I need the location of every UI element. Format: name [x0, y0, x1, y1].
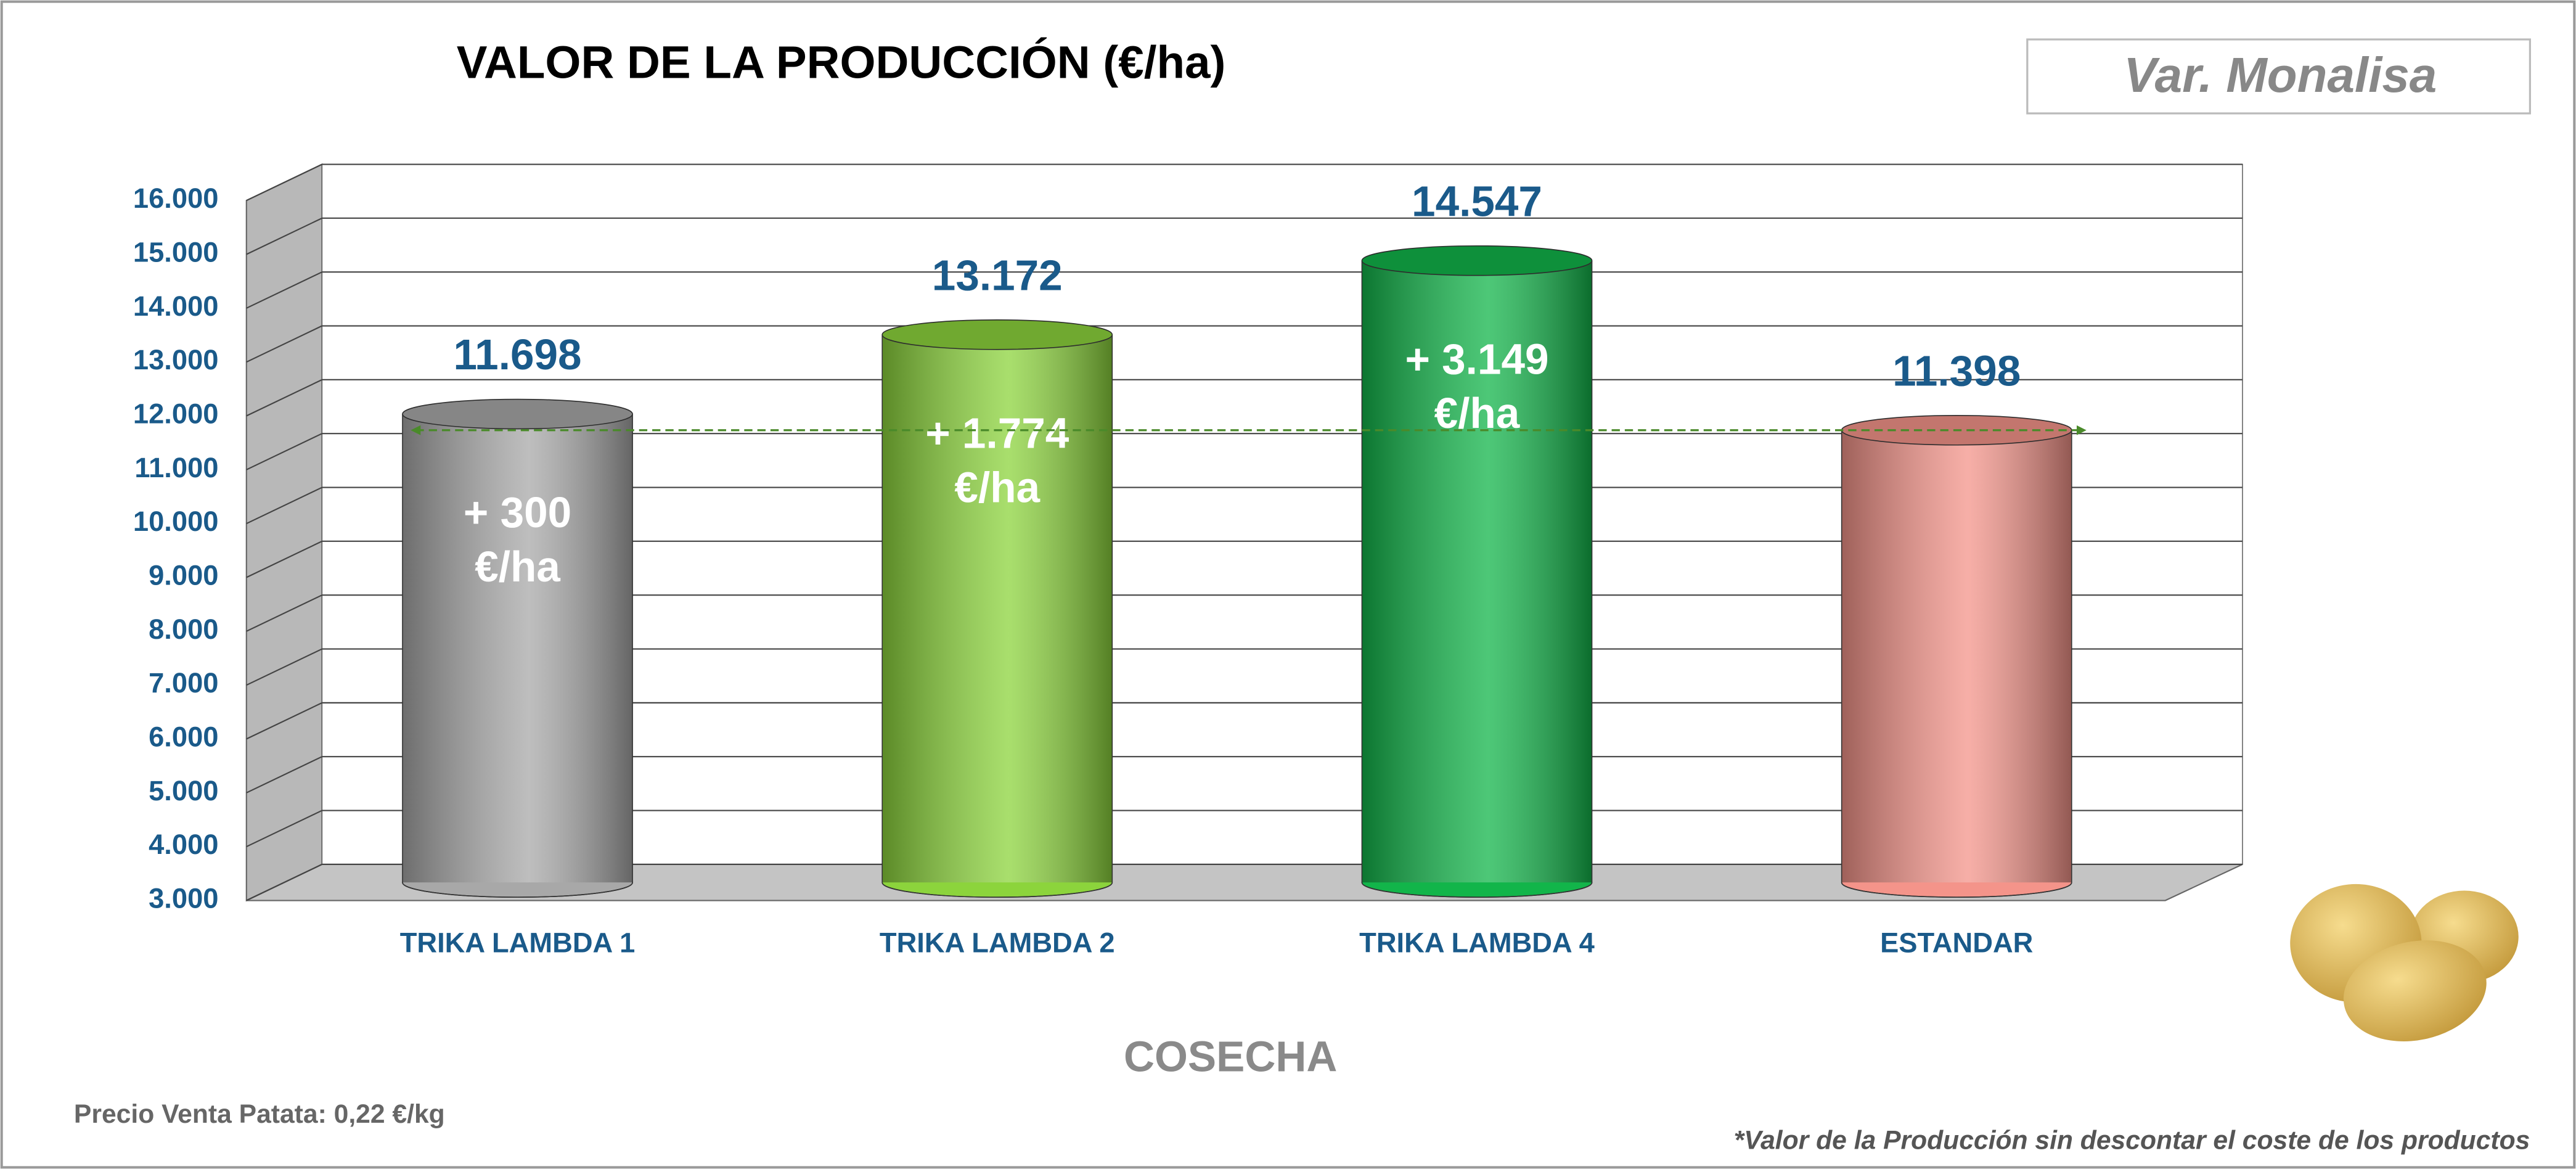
cylinder-top-shade: [882, 320, 1112, 350]
bar-shade: [403, 414, 632, 883]
bar-shade: [1842, 430, 2072, 882]
y-tick-label: 7.000: [149, 667, 218, 699]
y-tick-label: 12.000: [133, 398, 219, 429]
y-tick-label: 10.000: [133, 506, 219, 537]
cylinder-top-shade: [403, 400, 632, 429]
bar-annotation: €/ha: [954, 463, 1040, 511]
y-tick-label: 11.000: [134, 452, 218, 483]
bar-annotation: €/ha: [475, 543, 560, 591]
bar-annotation: + 1.774: [925, 409, 1069, 457]
footnote-left: Precio Venta Patata: 0,22 €/kg: [74, 1099, 445, 1129]
y-tick-label: 5.000: [149, 775, 218, 806]
y-tick-label: 3.000: [149, 882, 218, 914]
cylinder-top-shade: [1362, 246, 1592, 276]
y-tick-label: 15.000: [133, 236, 219, 268]
bar-annotation: + 3.149: [1405, 335, 1548, 383]
y-tick-label: 6.000: [149, 721, 218, 752]
x-axis-title: COSECHA: [1124, 1032, 1337, 1080]
value-label: 13.172: [932, 251, 1063, 299]
chart-title: VALOR DE LA PRODUCCIÓN (€/ha): [457, 36, 1226, 88]
x-tick-label: TRIKA LAMBDA 4: [1359, 927, 1595, 958]
bar-annotation: + 300: [464, 488, 571, 536]
y-tick-label: 4.000: [149, 829, 218, 860]
cylinder: [1842, 416, 2072, 897]
x-tick-label: ESTANDAR: [1880, 927, 2033, 958]
footnote-right: *Valor de la Producción sin descontar el…: [1734, 1126, 2530, 1155]
value-label: 11.398: [1892, 347, 2021, 395]
y-tick-label: 9.000: [149, 559, 218, 591]
value-label: 11.698: [453, 330, 581, 379]
value-label: 14.547: [1412, 177, 1542, 225]
y-tick-label: 8.000: [149, 613, 218, 645]
cylinder: [403, 400, 632, 898]
x-tick-label: TRIKA LAMBDA 2: [880, 927, 1115, 958]
cylinder: [882, 320, 1112, 897]
y-tick-label: 16.000: [133, 183, 219, 214]
chart: VALOR DE LA PRODUCCIÓN (€/ha) Var. Monal…: [0, 0, 2576, 1169]
x-tick-label: TRIKA LAMBDA 1: [400, 927, 636, 958]
y-tick-label: 14.000: [133, 290, 219, 322]
side-wall: [247, 165, 322, 901]
y-tick-label: 13.000: [133, 344, 219, 375]
badge: Var. Monalisa: [2124, 47, 2437, 102]
